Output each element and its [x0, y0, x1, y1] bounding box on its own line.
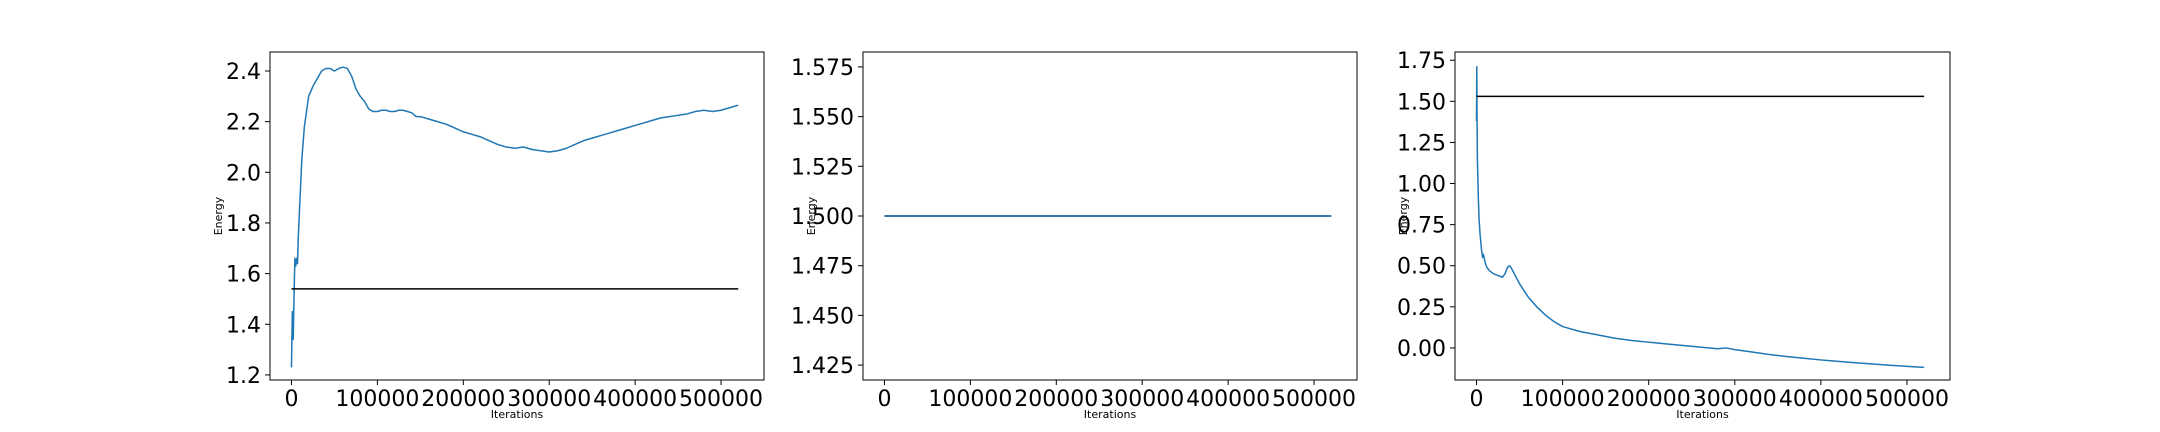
series-line-1	[290, 66, 739, 368]
y-tick-label: 1.2	[226, 364, 261, 389]
y-tick-label: 1.25	[1397, 131, 1446, 156]
y-tick-label: 2.0	[226, 161, 261, 186]
x-tick-label: 0	[877, 387, 891, 412]
x-axis-label: Iterations	[1676, 408, 1729, 421]
y-tick-label: 1.4	[226, 313, 261, 338]
y-tick-label: 1.00	[1397, 173, 1446, 198]
y-tick-label: 1.425	[791, 354, 854, 379]
y-tick-label: 1.6	[226, 263, 261, 288]
x-tick-label: 100000	[928, 387, 1012, 412]
x-tick-label: 400000	[1186, 387, 1270, 412]
x-tick-label: 500000	[1272, 387, 1356, 412]
x-tick-label: 300000	[1693, 387, 1777, 412]
y-tick-label: 0.25	[1397, 296, 1446, 321]
y-tick-label: 1.450	[791, 304, 854, 329]
x-axis-label: Iterations	[1084, 408, 1137, 421]
x-tick-label: 300000	[1100, 387, 1184, 412]
y-tick-label: 1.550	[791, 106, 854, 131]
y-tick-label: 0.50	[1397, 255, 1446, 280]
x-tick-label: 500000	[679, 387, 763, 412]
x-tick-label: 100000	[1521, 387, 1605, 412]
y-axis-label: Energy	[1397, 196, 1410, 235]
y-tick-label: 2.4	[226, 60, 261, 85]
y-tick-label: 2.2	[226, 111, 261, 136]
series-line-1	[1475, 66, 1925, 369]
x-tick-label: 0	[284, 387, 298, 412]
y-tick-label: 1.575	[791, 56, 854, 81]
y-tick-label: 0.75	[1397, 214, 1446, 239]
x-tick-label: 300000	[507, 387, 591, 412]
chart-panel-3: 0 100000 200000 300000 400000 500000 0.00 0.25 0…	[1397, 49, 1951, 421]
x-tick-label: 100000	[335, 387, 419, 412]
x-tick-label: 500000	[1865, 387, 1949, 412]
y-tick-label: 1.500	[791, 205, 854, 230]
y-tick-label: 1.8	[226, 212, 261, 237]
y-axis-label: Energy	[212, 196, 225, 235]
y-tick-label: 0.00	[1397, 337, 1446, 362]
plot-frame	[1454, 51, 1951, 381]
chart-panel-2: 0 100000 200000 300000 400000 500000 1.425 1.45…	[791, 51, 1358, 421]
x-tick-label: 200000	[1607, 387, 1691, 412]
chart-panel-1: 0 100000 200000 300000 400000 500000 1.2 1.4 1.6…	[212, 51, 765, 421]
y-tick-label: 1.75	[1397, 49, 1446, 74]
y-tick-label: 1.50	[1397, 90, 1446, 115]
x-tick-label: 200000	[421, 387, 505, 412]
x-tick-label: 200000	[1014, 387, 1098, 412]
x-axis-label: Iterations	[491, 408, 544, 421]
x-tick-label: 400000	[593, 387, 677, 412]
y-tick-label: 1.475	[791, 255, 854, 280]
x-tick-label: 400000	[1779, 387, 1863, 412]
y-axis-label: Energy	[805, 196, 818, 235]
plot-frame	[269, 51, 765, 381]
x-tick-label: 0	[1470, 387, 1484, 412]
y-tick-label: 1.525	[791, 155, 854, 180]
